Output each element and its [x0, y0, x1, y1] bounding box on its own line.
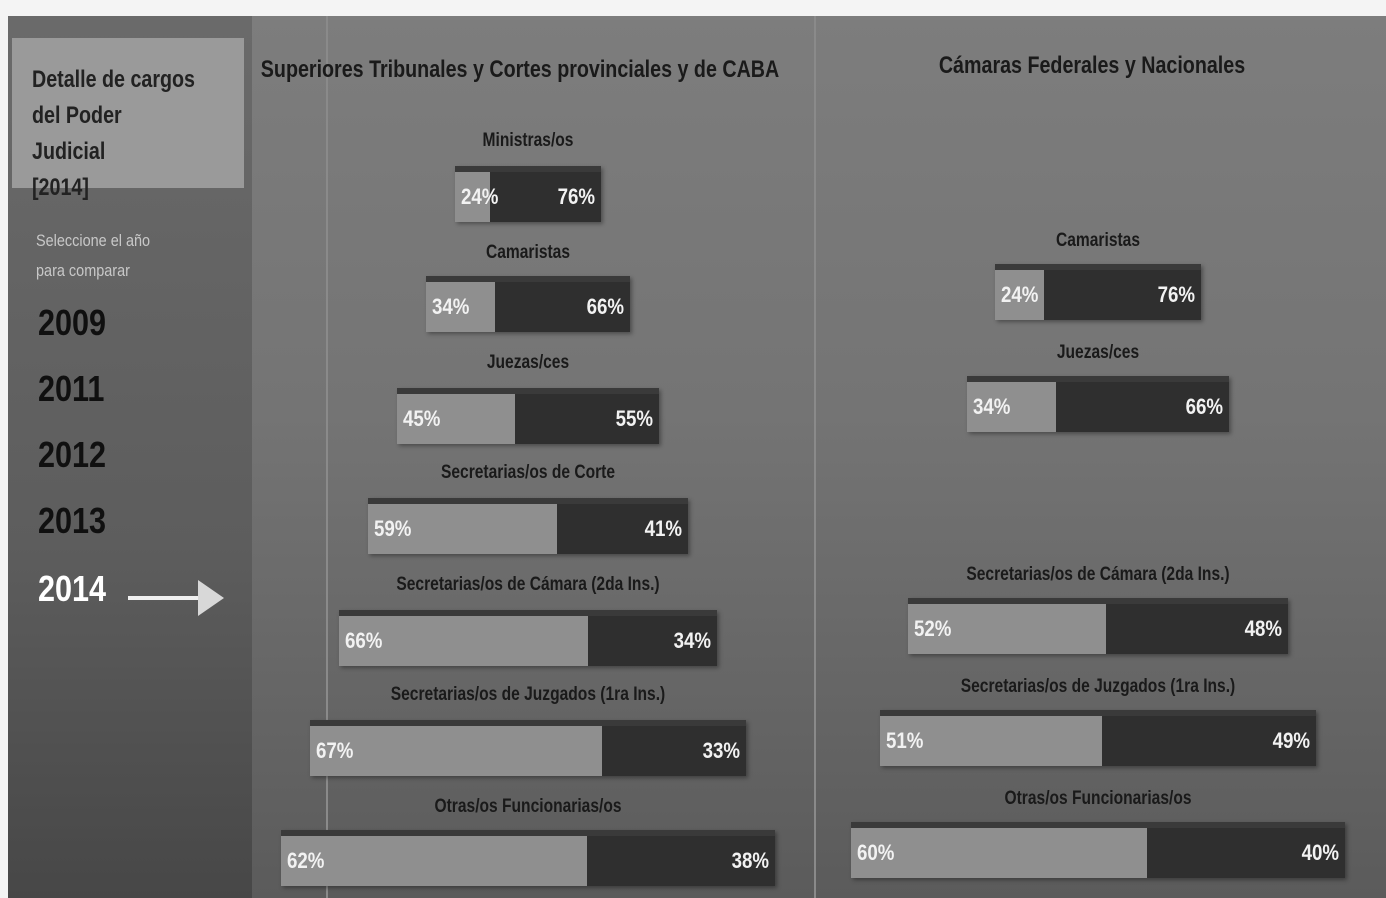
- bar-segment-men: [1147, 828, 1345, 878]
- year-option-2012[interactable]: 2012: [38, 434, 107, 475]
- bar-category-label: Secretarias/os de Juzgados (1ra Ins.): [960, 676, 1236, 697]
- data-label-women: 60%: [857, 840, 895, 865]
- bar-segment-women: [995, 270, 1045, 320]
- data-label-women: 51%: [886, 728, 924, 753]
- data-label-men: 38%: [731, 848, 769, 873]
- data-label-men: 48%: [1244, 616, 1282, 641]
- stacked-bar: 67% 33%: [310, 720, 746, 776]
- year-select-prompt: Seleccione el año para comparar: [36, 226, 198, 286]
- bar-segment-women: [880, 716, 1103, 766]
- panel-divider: [326, 16, 328, 898]
- data-label-women: 59%: [374, 516, 412, 541]
- prompt-line: para comparar: [36, 261, 130, 280]
- sidebar: Detalle de cargos del Poder Judicial [20…: [8, 16, 252, 898]
- bar-segment-women: [281, 836, 588, 886]
- prompt-line: Seleccione el año: [36, 231, 151, 250]
- bar-segment-men: [588, 616, 717, 666]
- bar-segment-women: [908, 604, 1106, 654]
- bar-category-label: Juezas/ces: [1056, 342, 1140, 363]
- bar-segment-men: [514, 394, 659, 444]
- stacked-bar: 59% 41%: [368, 498, 688, 554]
- bar-segment-women: [426, 282, 496, 332]
- data-label-women: 34%: [973, 394, 1011, 419]
- stacked-bar: 45% 55%: [397, 388, 659, 444]
- stacked-bar: 66% 34%: [339, 610, 717, 666]
- bar-segment-women: [851, 828, 1148, 878]
- year-option-2009[interactable]: 2009: [38, 302, 107, 343]
- bar-category-label: Secretarias/os de Juzgados (1ra Ins.): [390, 684, 666, 705]
- bar-category-label: Juezas/ces: [486, 352, 570, 373]
- bar-segment-men: [495, 282, 630, 332]
- data-label-men: 41%: [644, 516, 682, 541]
- bar-segment-men: [1056, 382, 1229, 432]
- stacked-bar: 52% 48%: [908, 598, 1288, 654]
- data-label-women: 24%: [1001, 282, 1039, 307]
- stacked-bar: 62% 38%: [281, 830, 775, 886]
- data-label-women: 52%: [914, 616, 952, 641]
- bar-category-label: Camaristas: [1055, 230, 1141, 251]
- panel-divider: [814, 16, 816, 898]
- bar-segment-men: [587, 836, 775, 886]
- data-label-men: 55%: [615, 406, 653, 431]
- title-line: Detalle de cargos: [32, 66, 195, 93]
- stacked-bar: 24% 76%: [455, 166, 601, 222]
- chart-title-superiores-tribunales: Superiores Tribunales y Cortes provincia…: [260, 56, 780, 83]
- title-box: Detalle de cargos del Poder Judicial [20…: [12, 38, 244, 201]
- stacked-bar: 24% 76%: [995, 264, 1201, 320]
- stacked-bar: 34% 66%: [426, 276, 630, 332]
- bar-segment-men: [490, 172, 601, 222]
- bar-category-label: Camaristas: [485, 242, 571, 263]
- title-line: [2014]: [32, 174, 89, 201]
- data-label-women: 67%: [316, 738, 354, 763]
- data-label-men: 76%: [1157, 282, 1195, 307]
- data-label-men: 66%: [586, 294, 624, 319]
- year-option-2014[interactable]: 2014: [38, 568, 107, 609]
- title-line: del Poder Judicial: [32, 102, 122, 165]
- bar-segment-men: [602, 726, 746, 776]
- data-label-women: 66%: [345, 628, 383, 653]
- bar-category-label: Secretarias/os de Corte: [440, 462, 616, 483]
- infographic: Detalle de cargos del Poder Judicial [20…: [8, 16, 1386, 898]
- bar-category-label: Ministras/os: [482, 130, 574, 151]
- data-label-men: 34%: [673, 628, 711, 653]
- stacked-bar: 60% 40%: [851, 822, 1345, 878]
- bar-segment-women: [967, 382, 1057, 432]
- data-label-women: 62%: [287, 848, 325, 873]
- data-label-men: 66%: [1185, 394, 1223, 419]
- bar-segment-men: [1102, 716, 1316, 766]
- data-label-men: 40%: [1301, 840, 1339, 865]
- data-label-women: 24%: [461, 184, 499, 209]
- bar-segment-men: [1105, 604, 1288, 654]
- stacked-bar: 51% 49%: [880, 710, 1316, 766]
- year-option-2011[interactable]: 2011: [38, 368, 105, 409]
- stacked-bar: 34% 66%: [967, 376, 1229, 432]
- arrow-right-icon: [128, 580, 224, 616]
- year-option-2013[interactable]: 2013: [38, 500, 107, 541]
- bar-segment-men: [1044, 270, 1201, 320]
- bar-segment-women: [455, 172, 491, 222]
- chart-title-camaras-federales: Cámaras Federales y Nacionales: [938, 52, 1246, 79]
- data-label-men: 49%: [1272, 728, 1310, 753]
- bar-segment-women: [368, 504, 557, 554]
- data-label-men: 76%: [557, 184, 595, 209]
- data-label-women: 45%: [403, 406, 441, 431]
- bar-segment-women: [310, 726, 603, 776]
- bar-segment-men: [556, 504, 688, 554]
- data-label-women: 34%: [432, 294, 470, 319]
- bar-segment-women: [397, 394, 515, 444]
- bar-category-label: Otras/os Funcionarias/os: [1004, 788, 1192, 809]
- bar-category-label: Otras/os Funcionarias/os: [434, 796, 622, 817]
- bar-category-label: Secretarias/os de Cámara (2da Ins.): [966, 564, 1230, 585]
- data-label-men: 33%: [702, 738, 740, 763]
- page-title: Detalle de cargos del Poder Judicial [20…: [32, 62, 196, 206]
- bar-category-label: Secretarias/os de Cámara (2da Ins.): [396, 574, 660, 595]
- bar-segment-women: [339, 616, 589, 666]
